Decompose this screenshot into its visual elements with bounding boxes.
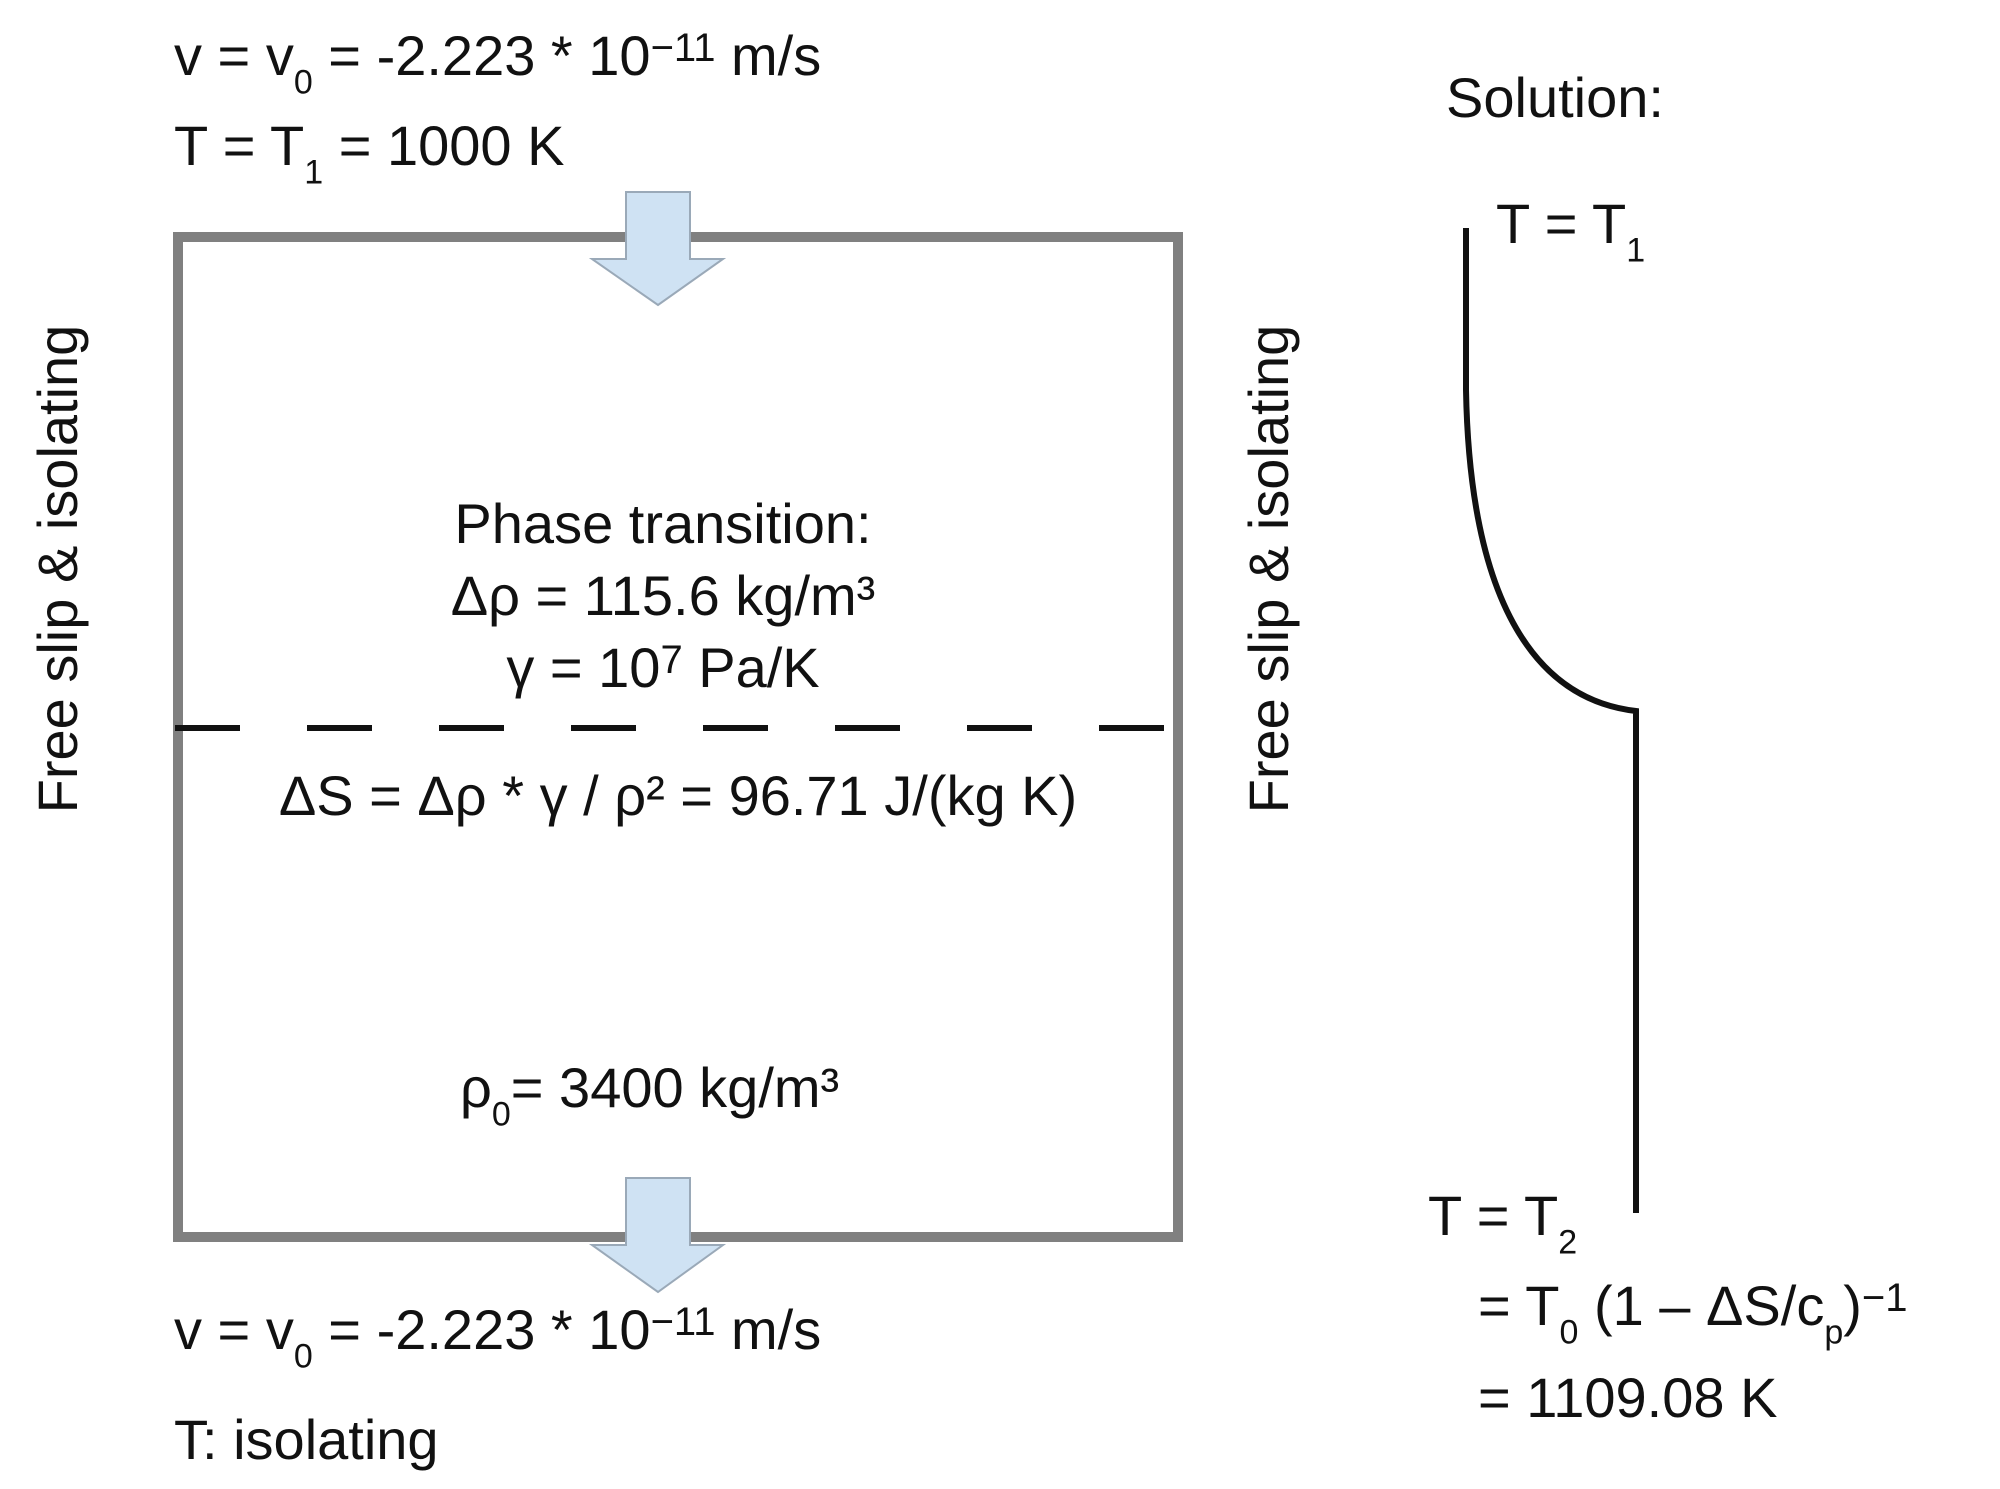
top-velocity-unit: m/s bbox=[715, 24, 822, 87]
solution-formula-exponent: −1 bbox=[1861, 1276, 1908, 1320]
clapeyron-slope-label: γ = 107 Pa/K bbox=[178, 640, 1148, 696]
reference-density-label: ρ0= 3400 kg/m³ bbox=[460, 1060, 839, 1132]
solution-title: Solution: bbox=[1446, 66, 1664, 129]
density-jump-label: Δρ = 115.6 kg/m³ bbox=[450, 564, 876, 627]
top-temperature-sub: 1 bbox=[304, 153, 324, 192]
reference-density-symbol: ρ bbox=[460, 1056, 492, 1119]
bottom-temperature-bc: T: isolating bbox=[174, 1408, 439, 1471]
left-side-bc-label: Free slip & isolating bbox=[26, 324, 89, 814]
solution-formula-middle: (1 – ΔS/c bbox=[1578, 1274, 1825, 1337]
solution-formula-close: ) bbox=[1843, 1274, 1862, 1337]
solution-formula-t0-sub: 0 bbox=[1559, 1313, 1579, 1352]
solution-top-temperature-sub: 1 bbox=[1626, 231, 1646, 270]
bottom-velocity-bc: v = v0 = -2.223 * 10−11 m/s bbox=[174, 1300, 821, 1374]
solution-formula-cp-sub: p bbox=[1824, 1313, 1844, 1352]
entropy-change-label: ΔS = Δρ * γ / ρ² = 96.71 J/(kg K) bbox=[278, 764, 1078, 827]
top-temperature-bc: T = T1 = 1000 K bbox=[174, 118, 564, 190]
top-temperature-value: = 1000 K bbox=[323, 114, 565, 177]
solution-top-temperature-label: T = T1 bbox=[1496, 196, 1645, 268]
solution-bottom-temperature-line2: = T0 (1 – ΔS/cp)−1 bbox=[1478, 1276, 1908, 1350]
solution-bottom-temperature-line1: T = T2 bbox=[1428, 1188, 1577, 1260]
solution-formula-start: = T bbox=[1478, 1274, 1560, 1337]
inflow-arrow-icon bbox=[588, 191, 727, 307]
clapeyron-slope-base: γ = 10 bbox=[506, 636, 661, 699]
clapeyron-slope-unit: Pa/K bbox=[682, 636, 820, 699]
bottom-velocity-eq: = v bbox=[202, 1298, 294, 1361]
right-side-bc-label: Free slip & isolating bbox=[1237, 324, 1300, 814]
top-velocity-eq: = v bbox=[202, 24, 294, 87]
outflow-arrow-icon bbox=[588, 1177, 727, 1294]
temperature-profile-curve bbox=[1463, 228, 1639, 1213]
solution-bottom-temperature-symbol: T = T bbox=[1428, 1184, 1559, 1247]
bottom-velocity-exponent: −11 bbox=[650, 1300, 716, 1344]
solution-bottom-temperature-sub: 2 bbox=[1558, 1223, 1578, 1262]
top-velocity-symbol: v bbox=[174, 24, 202, 87]
top-velocity-exponent: −11 bbox=[650, 26, 716, 70]
phase-transition-title: Phase transition: bbox=[454, 492, 872, 555]
top-velocity-value: = -2.223 * 10 bbox=[312, 24, 651, 87]
bottom-velocity-symbol: v bbox=[174, 1298, 202, 1361]
solution-bottom-temperature-value: = 1109.08 K bbox=[1478, 1366, 1778, 1429]
solution-top-temperature-symbol: T = T bbox=[1496, 192, 1627, 255]
reference-density-sub: 0 bbox=[491, 1095, 511, 1134]
top-velocity-bc: v = v0 = -2.223 * 10−11 m/s bbox=[174, 26, 821, 100]
bottom-velocity-unit: m/s bbox=[715, 1298, 822, 1361]
clapeyron-slope-exponent: 7 bbox=[660, 638, 683, 682]
reference-density-value: = 3400 kg/m³ bbox=[510, 1056, 840, 1119]
top-velocity-sub: 0 bbox=[293, 63, 313, 102]
bottom-velocity-value: = -2.223 * 10 bbox=[312, 1298, 651, 1361]
top-temperature-symbol: T = T bbox=[174, 114, 305, 177]
bottom-velocity-sub: 0 bbox=[293, 1337, 313, 1376]
